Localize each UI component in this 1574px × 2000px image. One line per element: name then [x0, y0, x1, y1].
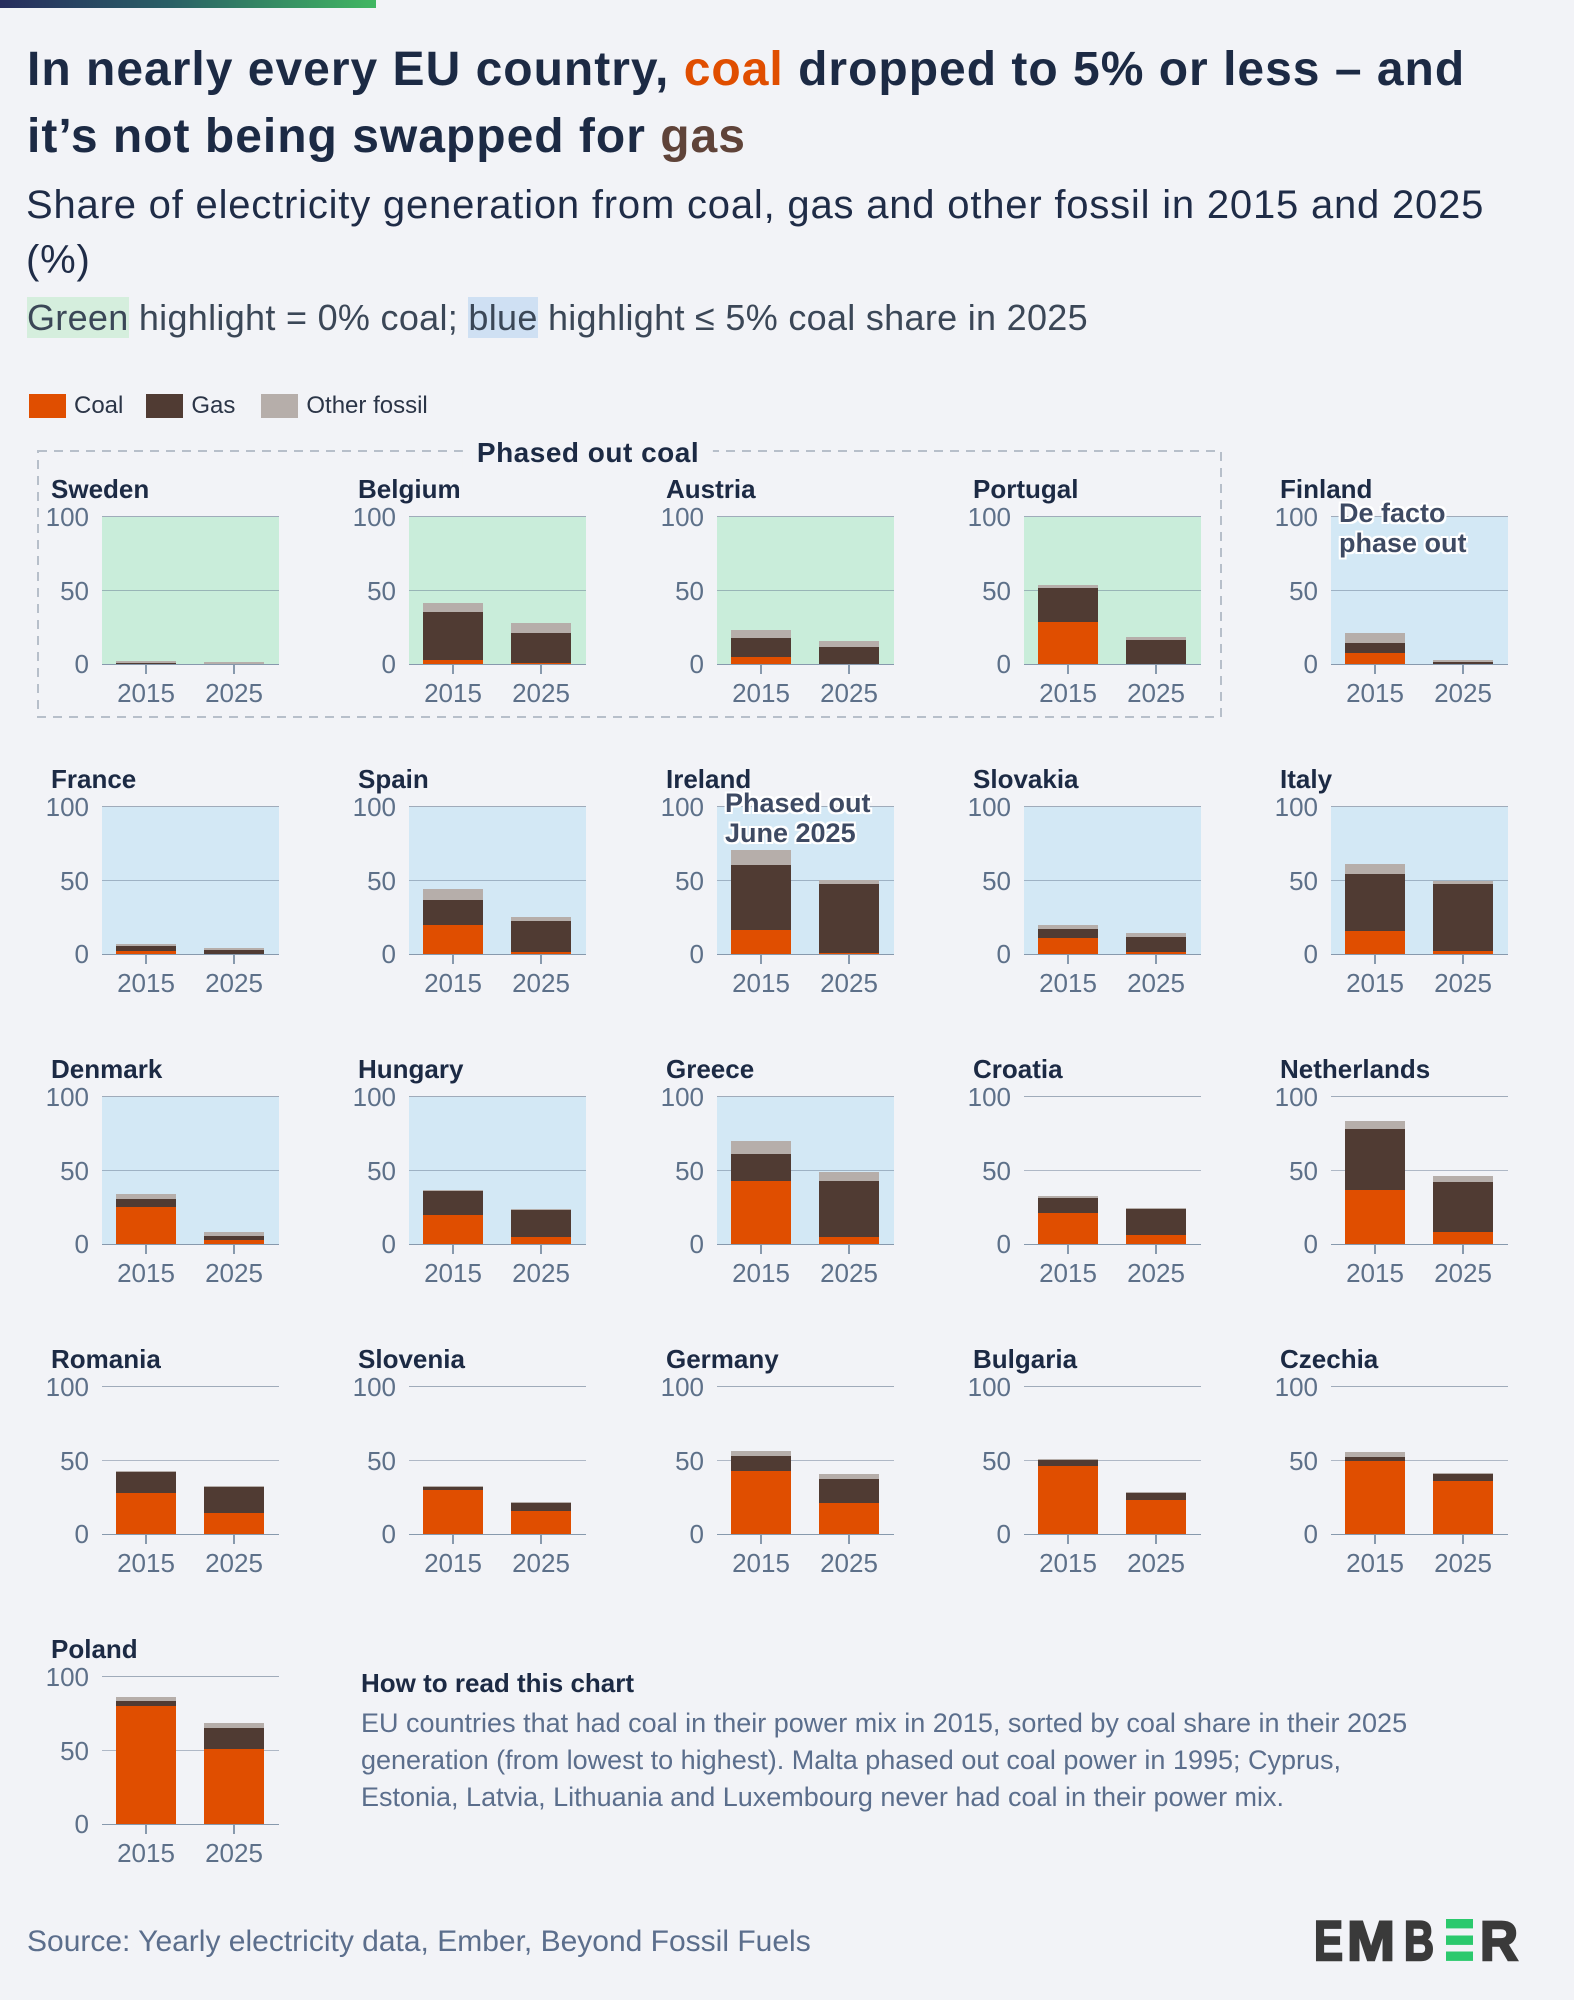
svg-text:R: R — [1480, 1914, 1518, 1966]
svg-text:B: B — [1404, 1914, 1434, 1966]
svg-text:E: E — [1314, 1914, 1343, 1966]
svg-text:M: M — [1347, 1914, 1395, 1966]
